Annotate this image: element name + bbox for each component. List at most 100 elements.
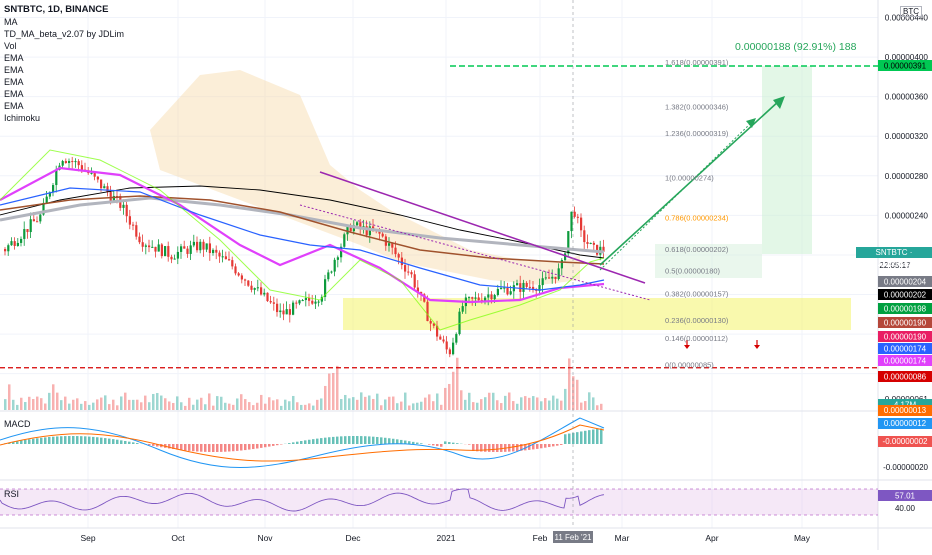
candle-body: [558, 268, 560, 279]
candle-body: [298, 300, 300, 303]
volume-bar: [524, 396, 527, 410]
candle-body: [401, 258, 403, 265]
volume-bar: [136, 400, 139, 410]
volume-bar: [464, 400, 467, 410]
macd-histogram-bar: [452, 443, 455, 444]
indicator-ema-2[interactable]: EMA: [4, 64, 124, 76]
volume-bar: [544, 398, 547, 410]
candle-body: [570, 212, 572, 231]
volume-bar: [516, 404, 519, 410]
volume-bar: [492, 393, 495, 410]
volume-bar: [216, 396, 219, 410]
candle-body: [33, 219, 35, 221]
volume-bar: [236, 398, 239, 410]
macd-histogram-bar: [584, 431, 587, 444]
rsi-title[interactable]: RSI: [4, 489, 19, 499]
macd-histogram-bar: [64, 436, 67, 444]
candle-body: [442, 340, 444, 342]
macd-histogram-bar: [256, 444, 259, 448]
rsi-value-text: 57.01: [895, 492, 916, 501]
candle-body: [574, 212, 576, 217]
time-axis-label: Sep: [80, 533, 95, 543]
macd-histogram-bar: [52, 437, 55, 444]
candle-body: [452, 343, 454, 355]
volume-bar: [272, 400, 275, 410]
volume-bar: [300, 405, 303, 410]
currency-badge[interactable]: BTC: [900, 6, 922, 17]
macd-histogram-bar: [456, 443, 459, 444]
macd-histogram-bar: [124, 441, 127, 444]
indicator-ema-4[interactable]: EMA: [4, 88, 124, 100]
candle-body: [39, 215, 41, 222]
price-tag-text: 0.00000174: [884, 345, 927, 354]
candle-body: [311, 301, 313, 304]
candle-body: [289, 309, 291, 315]
macd-histogram-bar: [212, 444, 215, 452]
candle-body: [145, 245, 147, 246]
indicator-ichimoku[interactable]: Ichimoku: [4, 112, 124, 124]
macd-histogram-bar: [236, 444, 239, 451]
macd-histogram-bar: [564, 434, 567, 444]
candle-body: [46, 197, 48, 203]
candle-body: [548, 277, 550, 278]
candle-body: [519, 283, 521, 292]
macd-histogram-bar: [516, 444, 519, 451]
candle-body: [138, 237, 140, 243]
candle-body: [318, 302, 320, 303]
candle-body: [516, 283, 518, 285]
candle-body: [151, 247, 153, 248]
macd-histogram-bar: [276, 444, 279, 445]
candle-body: [65, 161, 67, 163]
volume-bar: [264, 404, 267, 410]
macd-histogram-bar: [32, 439, 35, 444]
indicator-ma[interactable]: MA: [4, 16, 124, 28]
volume-bar: [4, 399, 7, 410]
candle-body: [71, 161, 73, 162]
candle-body: [106, 186, 108, 192]
macd-histogram-bar: [332, 437, 335, 444]
macd-histogram-bar: [60, 436, 63, 444]
rsi-band: [0, 489, 878, 515]
volume-bar: [316, 400, 319, 410]
indicator-td-ma[interactable]: TD_MA_beta_v2.07 by JDLim: [4, 28, 124, 40]
volume-bar: [320, 398, 323, 410]
volume-bar: [428, 394, 431, 410]
time-axis-label: Apr: [705, 533, 718, 543]
macd-histogram-bar: [416, 443, 419, 444]
price-tag-text: 0.00000190: [884, 319, 927, 328]
volume-bar: [120, 396, 123, 410]
macd-histogram-bar: [104, 438, 107, 444]
volume-bar: [592, 397, 595, 410]
volume-bar: [180, 402, 183, 410]
macd-title[interactable]: MACD: [4, 419, 31, 429]
symbol-line[interactable]: SNTBTC, 1D, BINANCE: [4, 4, 124, 16]
macd-histogram-bar: [352, 436, 355, 444]
macd-histogram-bar: [444, 441, 447, 444]
volume-bar: [192, 405, 195, 410]
time-axis-label: Oct: [171, 533, 185, 543]
fib-level-label: 1.618(0.00000391): [665, 58, 729, 67]
macd-histogram-bar: [484, 444, 487, 452]
macd-histogram-bar: [308, 440, 311, 444]
candle-body: [199, 242, 201, 250]
volume-bar: [8, 384, 11, 410]
macd-histogram-bar: [316, 439, 319, 444]
indicator-vol[interactable]: Vol: [4, 40, 124, 52]
indicator-ema-1[interactable]: EMA: [4, 52, 124, 64]
volume-bar: [108, 404, 111, 410]
indicator-ema-3[interactable]: EMA: [4, 76, 124, 88]
macd-histogram-bar: [88, 437, 91, 444]
macd-histogram-bar: [592, 430, 595, 444]
fib-level-label: 0.618(0.00000202): [665, 245, 729, 254]
volume-bar: [140, 402, 143, 410]
volume-bar: [472, 402, 475, 410]
indicator-ema-5[interactable]: EMA: [4, 100, 124, 112]
volume-bar: [36, 397, 39, 410]
volume-bar: [196, 400, 199, 410]
volume-bar: [148, 402, 151, 410]
time-axis-label: May: [794, 533, 811, 543]
macd-histogram-bar: [152, 444, 155, 446]
candle-body: [257, 287, 259, 288]
